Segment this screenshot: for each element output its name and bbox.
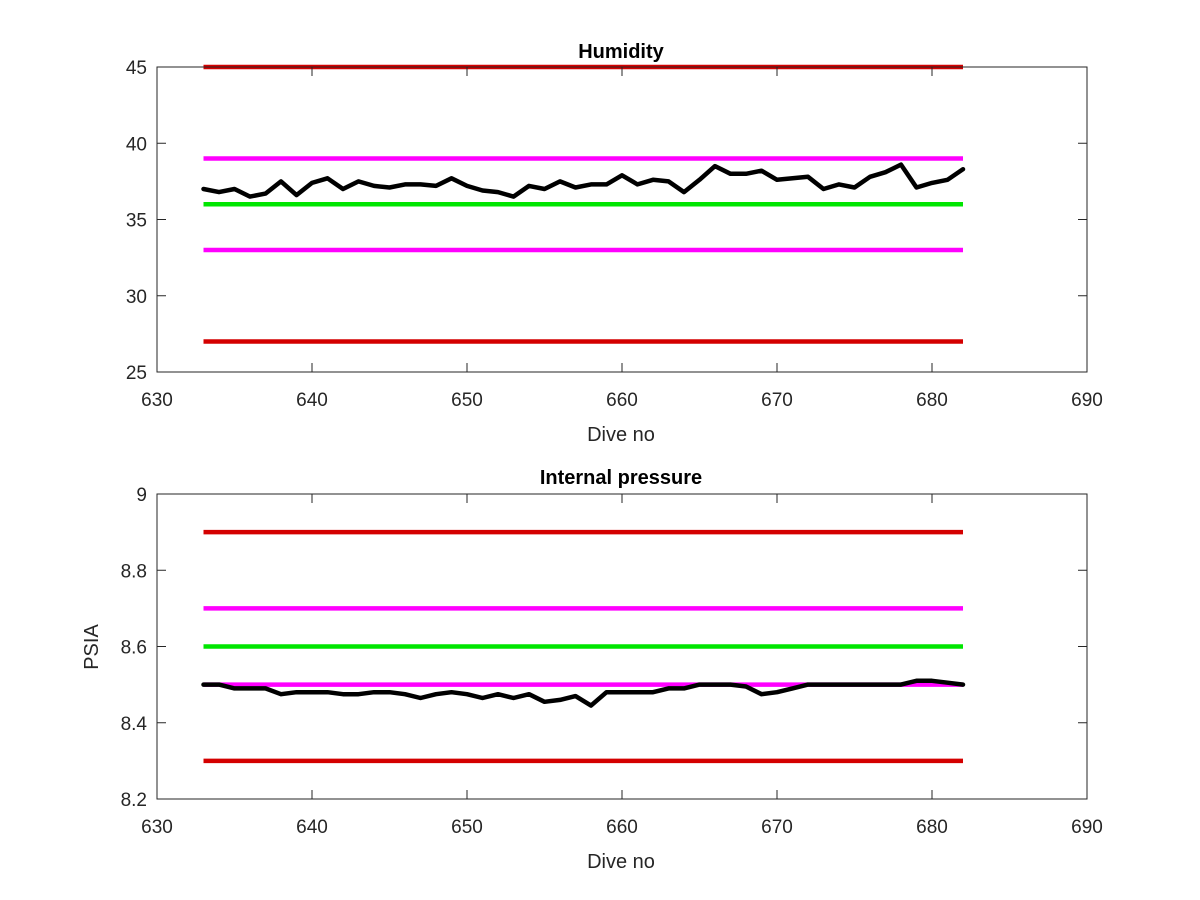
chart-title: Humidity	[578, 41, 664, 63]
x-tick-label: 640	[296, 817, 328, 838]
series-line	[201, 162, 966, 199]
x-tick-label: 630	[141, 390, 173, 411]
x-tick-label: 680	[916, 817, 948, 838]
y-tick-label: 40	[126, 134, 147, 155]
y-tick-label: 30	[126, 287, 147, 308]
x-axis-ticks: 630 640 650 660 670 680 690	[141, 67, 1103, 411]
y-tick-label: 45	[126, 58, 147, 79]
x-tick-label: 640	[296, 390, 328, 411]
y-axis-ticks: 25 30 35 40 45	[126, 58, 1087, 384]
y-tick-label: 25	[126, 363, 147, 384]
series-line	[201, 678, 966, 708]
y-tick-label: 9	[136, 485, 147, 506]
series-group	[201, 162, 966, 199]
y-tick-label: 8.4	[121, 714, 148, 735]
x-axis-ticks: 630 640 650 660 670 680 690	[141, 494, 1103, 838]
x-tick-label: 650	[451, 817, 483, 838]
y-tick-label: 8.8	[121, 561, 147, 582]
series-group	[201, 678, 966, 708]
x-axis-label: Dive no	[587, 851, 655, 873]
y-tick-label: 35	[126, 211, 147, 232]
x-tick-label: 690	[1071, 390, 1103, 411]
x-tick-label: 680	[916, 390, 948, 411]
x-tick-label: 670	[761, 817, 793, 838]
y-tick-label: 8.2	[121, 790, 147, 811]
internal-pressure-chart: Internal pressure 630 640 650 660 670 680 690 …	[81, 467, 1103, 873]
x-tick-label: 630	[141, 817, 173, 838]
y-axis-ticks: 8.2 8.4 8.6 8.8 9	[121, 485, 1087, 811]
y-tick-label: 8.6	[121, 638, 147, 659]
x-tick-label: 690	[1071, 817, 1103, 838]
x-tick-label: 660	[606, 817, 638, 838]
x-tick-label: 650	[451, 390, 483, 411]
chart-title: Internal pressure	[540, 467, 702, 489]
x-axis-label: Dive no	[587, 424, 655, 446]
x-tick-label: 670	[761, 390, 793, 411]
y-axis-label: PSIA	[81, 624, 103, 670]
humidity-chart: Humidity 630 640 650 660 670 680 690 25 30 35 40 4…	[126, 41, 1103, 446]
x-tick-label: 660	[606, 390, 638, 411]
